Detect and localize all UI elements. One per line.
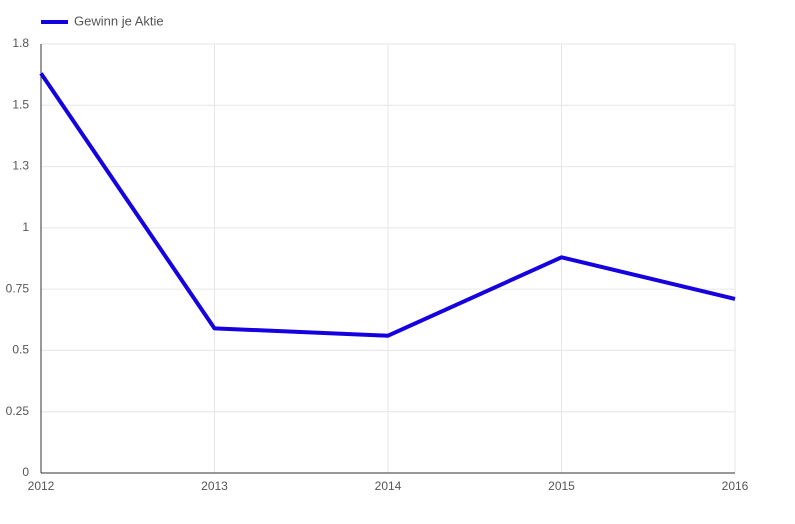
- x-tick-label: 2013: [201, 479, 228, 493]
- y-tick-label: 1.3: [12, 159, 29, 173]
- y-tick-label: 0: [22, 465, 29, 479]
- y-tick-label: 0.75: [6, 281, 30, 295]
- y-tick-label: 1: [22, 220, 29, 234]
- x-tick-label: 2012: [28, 479, 55, 493]
- y-tick-label: 1.8: [12, 36, 29, 50]
- x-tick-label: 2014: [375, 479, 402, 493]
- x-tick-label: 2016: [722, 479, 749, 493]
- x-tick-label: 2015: [548, 479, 575, 493]
- legend-label: Gewinn je Aktie: [74, 13, 164, 28]
- y-tick-label: 0.25: [6, 404, 30, 418]
- y-tick-label: 0.5: [12, 343, 29, 357]
- data-line: [39, 72, 736, 338]
- y-tick-label: 1.5: [12, 97, 29, 111]
